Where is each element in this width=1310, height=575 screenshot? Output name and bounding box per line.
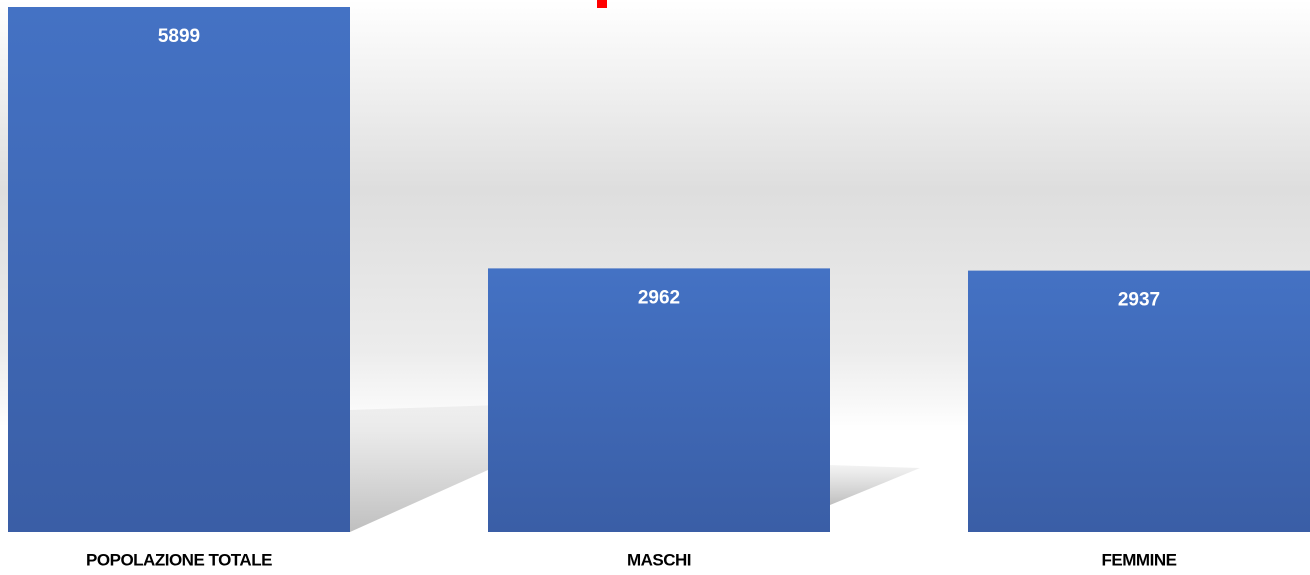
x-tick-label: FEMMINE xyxy=(1102,550,1177,569)
shadow xyxy=(830,465,920,505)
x-tick-label: POPOLAZIONE TOTALE xyxy=(86,550,272,569)
value-label: 2937 xyxy=(1118,290,1160,311)
bar xyxy=(8,7,350,532)
plot: 5899 POPOLAZIONE TOTALE 2962 MASCHI 2937 FEMM… xyxy=(8,7,1310,569)
bar xyxy=(488,268,830,532)
x-tick-label: MASCHI xyxy=(627,550,691,569)
title-fragment xyxy=(597,0,607,8)
value-label: 2962 xyxy=(638,287,680,308)
value-label: 5899 xyxy=(158,26,200,47)
bar xyxy=(968,270,1310,532)
shadow xyxy=(350,405,500,532)
